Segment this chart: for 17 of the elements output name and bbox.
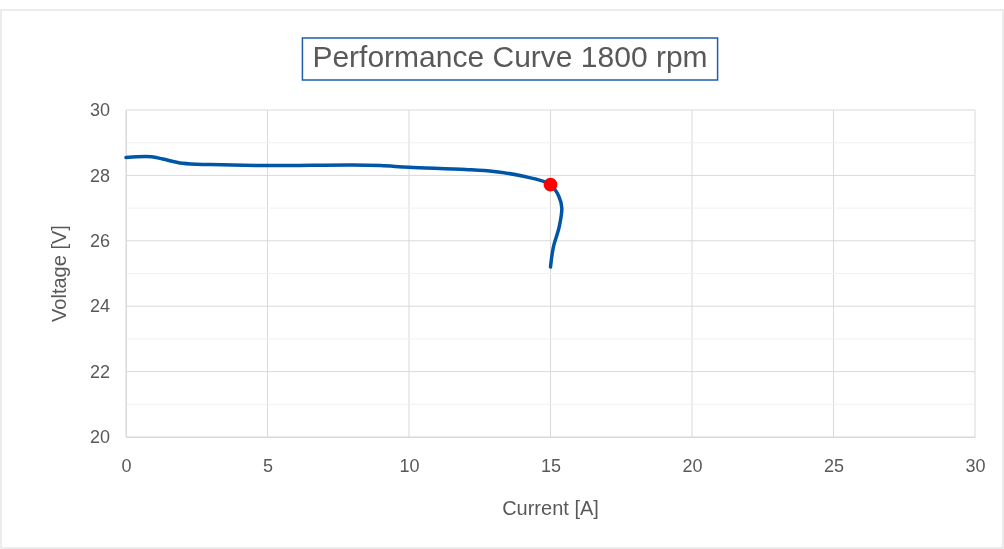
- chart-title: Performance Curve 1800 rpm: [312, 40, 708, 73]
- y-tick-label: 24: [89, 296, 110, 317]
- y-tick-label: 30: [89, 100, 110, 121]
- x-tick-label: 10: [399, 455, 420, 476]
- y-axis-title: Voltage [V]: [48, 225, 70, 322]
- x-tick-label: 30: [965, 455, 986, 476]
- x-tick-label: 5: [262, 455, 274, 476]
- x-tick-label: 25: [823, 455, 845, 476]
- y-tick-label: 26: [89, 231, 110, 252]
- y-tick-label: 20: [89, 427, 110, 448]
- x-tick-label: 0: [121, 455, 132, 476]
- x-tick-label: 20: [682, 455, 703, 476]
- x-tick-label: 15: [540, 455, 562, 476]
- x-axis-title: Current [A]: [502, 497, 599, 519]
- y-tick-label: 22: [89, 361, 110, 382]
- line-series: [124, 154, 564, 269]
- y-tick-label: 28: [89, 165, 110, 186]
